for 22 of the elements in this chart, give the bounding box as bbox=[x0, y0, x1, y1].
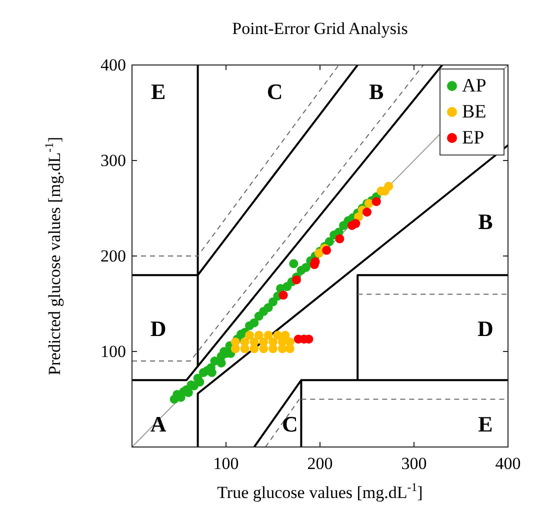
chart-title: Point-Error Grid Analysis bbox=[232, 19, 408, 38]
legend-label: BE bbox=[462, 102, 486, 122]
annotation: B bbox=[369, 79, 384, 104]
annotation: E bbox=[478, 412, 493, 437]
x-axis-title: True glucose values [mg.dL$^{-1}$] bbox=[217, 480, 423, 502]
y-tick-label: 100 bbox=[100, 342, 126, 361]
annotation: D bbox=[150, 316, 166, 342]
legend-label: EP bbox=[462, 128, 484, 148]
x-tick-label: 100 bbox=[213, 454, 239, 473]
y-tick-label: 400 bbox=[100, 56, 126, 74]
annotation: D bbox=[477, 316, 494, 342]
annotation: C bbox=[266, 79, 283, 104]
x-tick-label: 200 bbox=[307, 454, 333, 473]
y-tick-label: 300 bbox=[100, 151, 126, 170]
x-tick-label: 400 bbox=[495, 454, 521, 473]
y-tick-label: 200 bbox=[100, 246, 126, 266]
annotation: B bbox=[478, 209, 494, 234]
annotation: A bbox=[150, 412, 166, 437]
x-tick-label: 300 bbox=[401, 454, 427, 473]
annotation: E bbox=[150, 79, 166, 104]
annotation: C bbox=[282, 412, 298, 437]
legend-label: AP bbox=[462, 76, 486, 96]
